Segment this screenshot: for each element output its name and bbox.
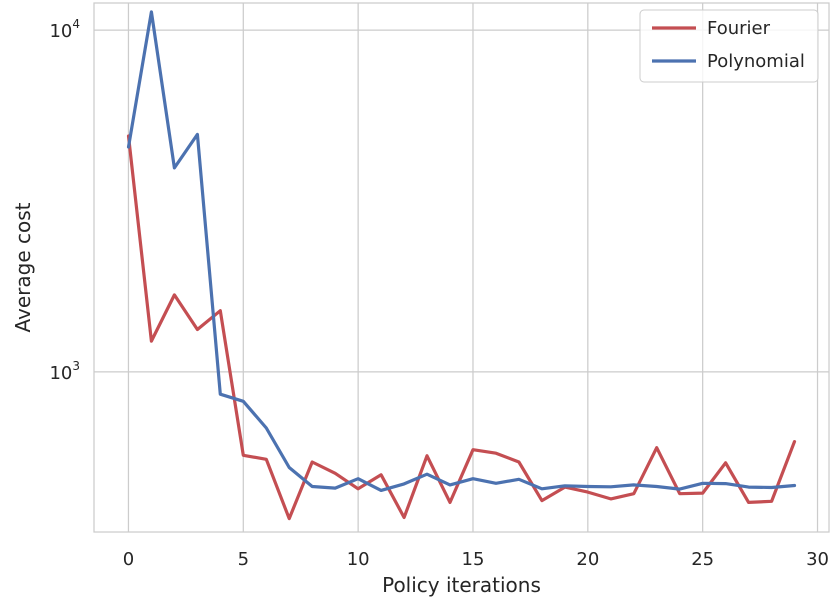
y-tick-label: 103	[49, 359, 80, 384]
plot-frame	[93, 2, 830, 533]
x-tick-label: 5	[238, 549, 249, 570]
legend: Fourier Polynomial	[639, 9, 819, 83]
series-line-polynomial	[126, 10, 797, 492]
plot-area	[94, 3, 829, 532]
x-tick-label: 25	[691, 549, 714, 570]
x-tick-label: 20	[576, 549, 599, 570]
series-layer	[126, 10, 797, 521]
x-tick-label: 15	[462, 549, 485, 570]
x-tick-label: 10	[347, 549, 370, 570]
legend-items: Fourier Polynomial	[652, 18, 805, 72]
x-tick-label: 0	[123, 549, 134, 570]
x-tick-label: 30	[806, 549, 829, 570]
legend-label-polynomial: Polynomial	[707, 51, 805, 72]
y-tick-labels: 103 104	[49, 17, 80, 384]
y-axis-label: Average cost	[11, 202, 35, 332]
legend-label-fourier: Fourier	[707, 18, 771, 39]
x-axis-label: Policy iterations	[382, 573, 541, 597]
series-line-fourier	[126, 134, 797, 521]
x-tick-labels: 0 5 10 15 20 25 30	[123, 549, 829, 570]
y-tick-label: 104	[49, 17, 80, 42]
